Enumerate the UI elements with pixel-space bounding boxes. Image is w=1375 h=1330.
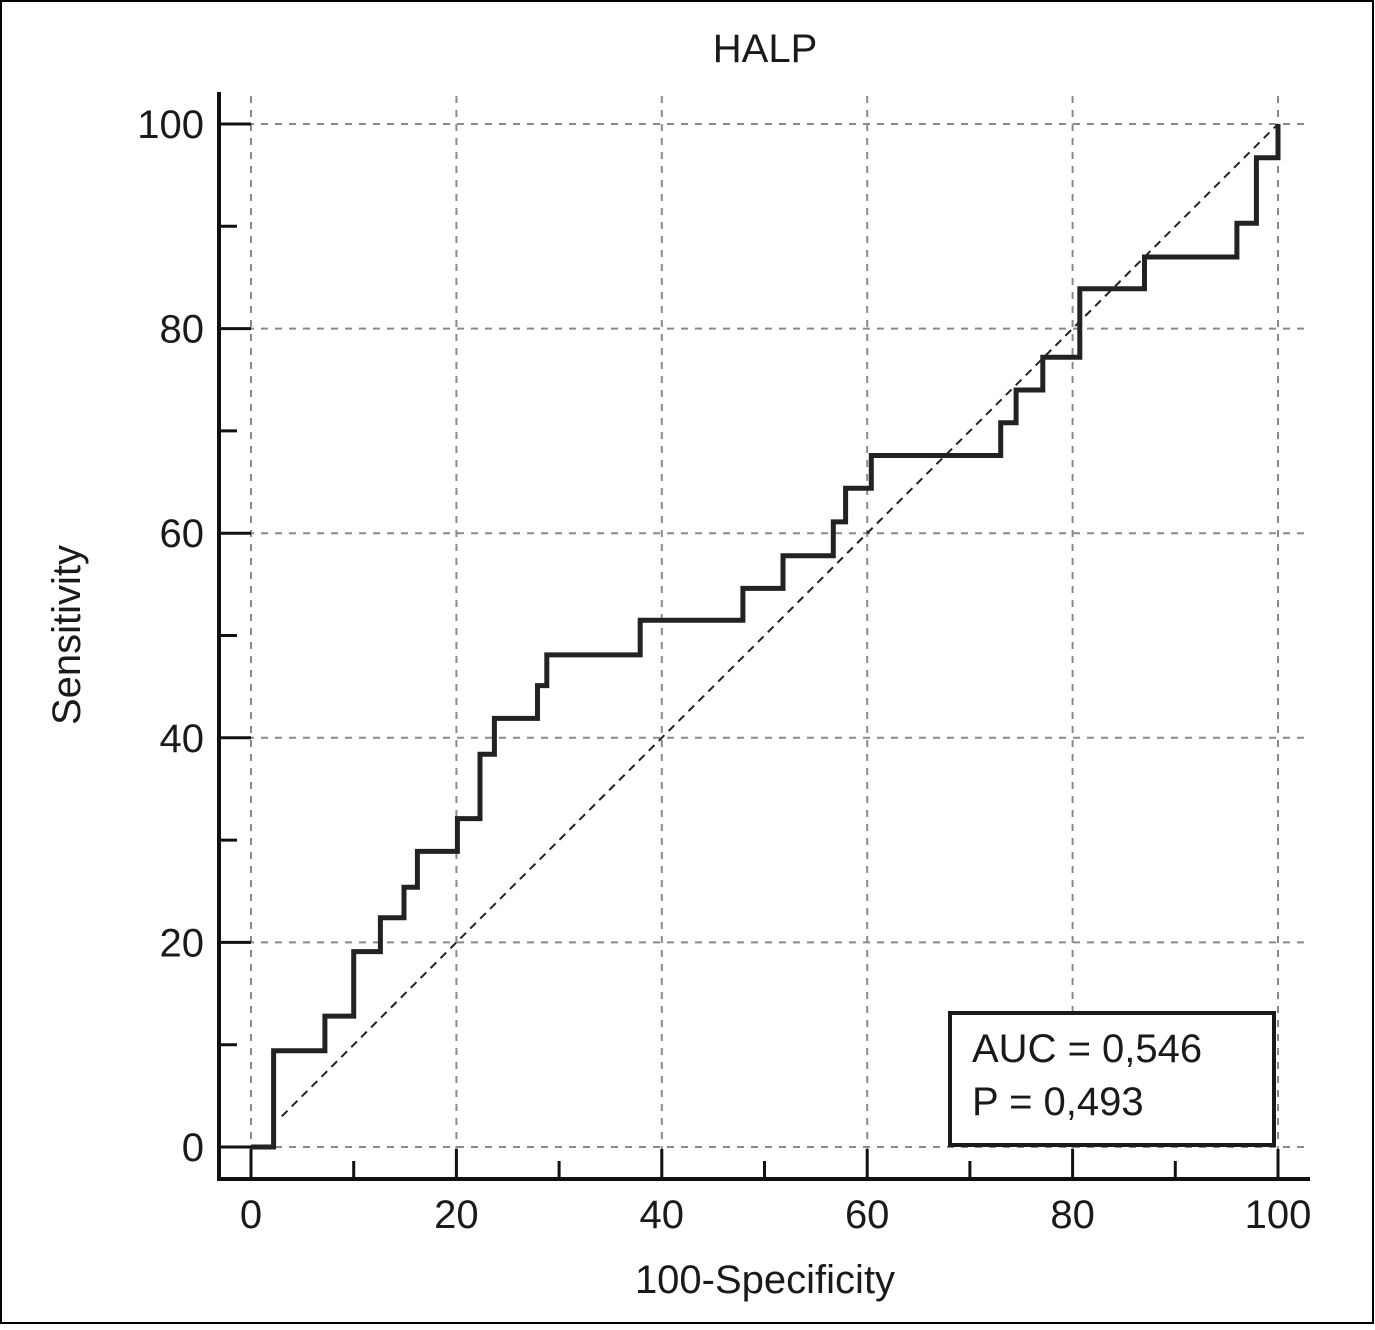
y-tick-label: 0 [182,1126,204,1170]
reference-layer [281,123,1279,1118]
x-tick-label: 0 [240,1193,262,1237]
axis-layer: 0 20 40 60 80 100 0 20 40 60 80 100 [137,92,1311,1237]
auc-label: AUC = 0,546 [972,1027,1202,1071]
reference-diagonal [281,123,1279,1118]
y-axis-label: Sensitivity [45,545,89,725]
y-tick-label: 60 [160,512,205,556]
x-tick-label: 80 [1050,1193,1095,1237]
y-tick-label: 20 [160,921,205,965]
chart-title: HALP [713,27,818,71]
roc-curve [251,124,1281,1150]
y-tick-label: 80 [160,308,205,352]
y-tick-label: 100 [137,103,204,147]
x-tick-label: 20 [434,1193,479,1237]
y-tick-label: 40 [160,717,205,761]
x-axis-label: 100-Specificity [635,1258,895,1302]
x-tick-label: 40 [640,1193,685,1237]
series-layer [251,124,1281,1150]
x-tick-label: 60 [845,1193,890,1237]
x-tick-label: 100 [1245,1193,1312,1237]
annotation-box: AUC = 0,546 P = 0,493 [948,1011,1276,1147]
annotation-border [948,1011,1276,1147]
grid-layer [219,96,1310,1179]
p-value-label: P = 0,493 [972,1080,1144,1124]
